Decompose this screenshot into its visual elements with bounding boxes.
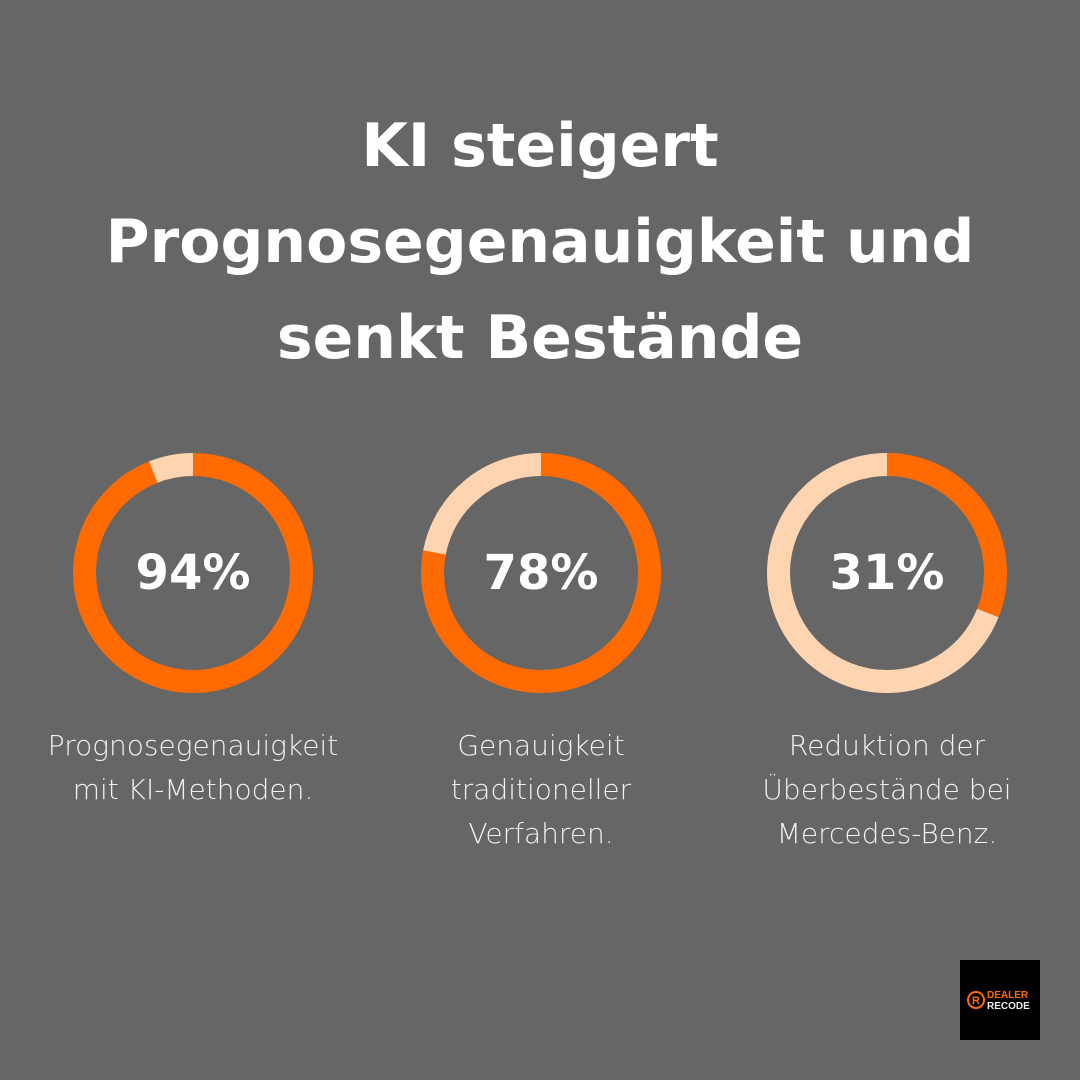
- dealer-recode-logo: R DEALER RECODE: [960, 960, 1040, 1040]
- chart-caption: Genauigkeit traditioneller Verfahren.: [450, 729, 632, 850]
- page-title: KI steigert Prognosegenauigkeit und senk…: [105, 111, 975, 373]
- donut-chart-1: 94% Prognosegenauigkeit mit KI-Methoden.: [33, 450, 353, 812]
- value-label: 94%: [135, 545, 251, 601]
- donut-svg: [767, 453, 1007, 693]
- donut-chart-2: 78% Genauigkeit traditioneller Verfahren…: [381, 450, 701, 856]
- logo-line1: DEALER: [987, 990, 1029, 1001]
- donut-svg: [421, 453, 661, 693]
- donut-remainder-segment: [73, 453, 313, 693]
- value-label: 78%: [483, 545, 599, 601]
- value-label: 31%: [829, 545, 945, 601]
- logo-icon: R DEALER RECODE: [967, 990, 1030, 1012]
- donut-chart-3: 31% Reduktion der Überbestände bei Merce…: [727, 450, 1047, 856]
- svg-text:R: R: [972, 995, 980, 1007]
- donut-remainder-segment: [767, 453, 1007, 693]
- chart-caption: Reduktion der Überbestände bei Mercedes-…: [762, 729, 1012, 850]
- chart-caption: Prognosegenauigkeit mit KI-Methoden.: [47, 729, 339, 806]
- donut-svg: [73, 453, 313, 693]
- donut-remainder-segment: [421, 453, 661, 693]
- logo-line2: RECODE: [987, 1001, 1030, 1012]
